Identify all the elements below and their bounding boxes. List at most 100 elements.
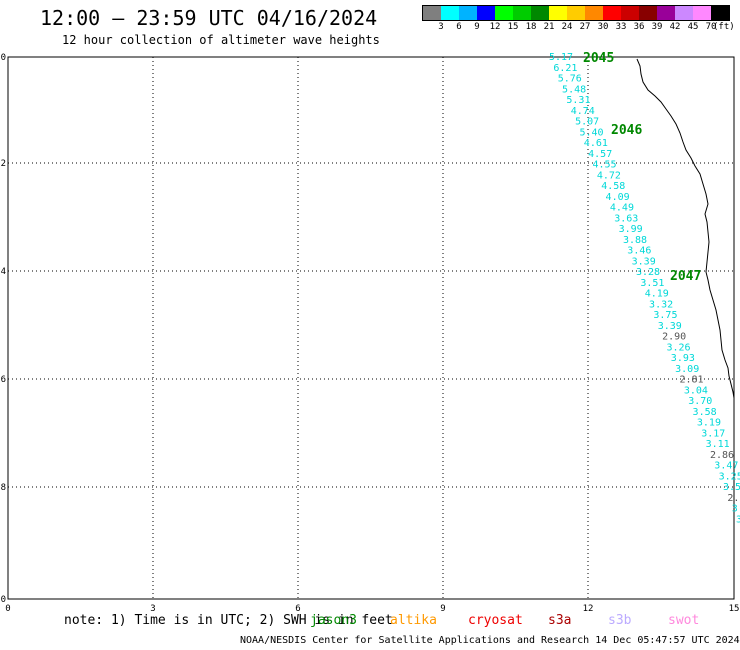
satellite-legend-item: cryosat [468, 613, 523, 628]
swh-observation: 3.99 [619, 224, 643, 235]
legend-swatch [549, 6, 567, 20]
swh-observation: 3.51 [640, 278, 664, 289]
legend-label: 24 [561, 22, 573, 32]
swh-observation: 2.90 [662, 332, 686, 343]
legend-swatch [603, 6, 621, 20]
swh-observation: 3 [736, 514, 740, 525]
legend-swatch [567, 6, 585, 20]
swh-observation: 3.46 [627, 246, 651, 257]
legend-swatch [711, 6, 729, 20]
map-frame [7, 56, 735, 600]
swh-observation: 3.88 [623, 235, 647, 246]
legend-label: 6 [456, 22, 462, 32]
swh-observation: 3.70 [688, 396, 712, 407]
legend-swatch [639, 6, 657, 20]
swh-observation: 4.58 [601, 181, 625, 192]
legend-label: 27 [579, 22, 591, 32]
legend-swatch [585, 6, 603, 20]
legend-swatch [477, 6, 495, 20]
y-axis-label: -20 [0, 53, 6, 63]
swh-observation: 5.07 [575, 117, 599, 128]
swh-observation: 5.40 [579, 127, 603, 138]
swh-observation: 3.75 [653, 310, 677, 321]
swh-observation: 3.39 [632, 256, 656, 267]
legend-swatch [693, 6, 711, 20]
swh-observation: 3 [732, 504, 738, 515]
swh-observation: 5.31 [566, 95, 590, 106]
swh-observation: 4.55 [593, 160, 617, 171]
legend-swatch [459, 6, 477, 20]
swh-observation: 5.48 [562, 84, 586, 95]
legend-label: 33 [615, 22, 627, 32]
swh-observation: 4.72 [597, 170, 621, 181]
note-text: note: 1) Time is in UTC; 2) SWH is in fe… [64, 613, 393, 628]
swh-observation: 2.9 [727, 493, 740, 504]
legend-label: 45 [687, 22, 699, 32]
legend-label: 30 [597, 22, 609, 32]
swh-observation: 5.17 [549, 52, 573, 63]
chart-title: 12:00 – 23:59 UTC 04/16/2024 [40, 6, 378, 30]
satellite-legend: jason3 altika cryosat s3a s3b swot [0, 613, 740, 629]
swh-observation: 3.09 [675, 364, 699, 375]
swh-observation: 3.26 [666, 342, 690, 353]
legend-swatch [441, 6, 459, 20]
legend-label: 39 [651, 22, 663, 32]
swh-observation: 2.86 [710, 450, 734, 461]
legend-swatch [621, 6, 639, 20]
swh-observation: 4.49 [610, 203, 634, 214]
legend-label: 15 [507, 22, 519, 32]
color-scale-unit: (ft) [713, 22, 735, 32]
swh-observation: 6.21 [553, 63, 577, 74]
legend-label: 42 [669, 22, 681, 32]
chart-subtitle: 12 hour collection of altimeter wave hei… [62, 33, 380, 47]
swh-observation: 3.32 [649, 299, 673, 310]
x-axis-label: 6 [295, 604, 300, 614]
legend-label: 21 [543, 22, 555, 32]
swh-observation: 4.19 [645, 289, 669, 300]
legend-swatch [657, 6, 675, 20]
swh-observation: 2.81 [680, 375, 704, 386]
legend-swatch [495, 6, 513, 20]
swh-observation: 3.58 [693, 407, 717, 418]
track-label: 2045 [583, 51, 614, 66]
legend-label: 70 [705, 22, 717, 32]
swh-observation: 3.11 [706, 439, 730, 450]
swh-observation: 5.76 [558, 74, 582, 85]
swh-observation: 3.63 [614, 213, 638, 224]
y-axis-label: -28 [0, 483, 6, 493]
footer-credit: NOAA/NESDIS Center for Satellite Applica… [240, 635, 740, 646]
legend-label: 9 [474, 22, 480, 32]
legend-label: 12 [489, 22, 501, 32]
legend-label: 36 [633, 22, 645, 32]
swh-observation: 4.09 [606, 192, 630, 203]
satellite-legend-item: jason3 [310, 613, 357, 628]
legend-swatch [675, 6, 693, 20]
x-axis-label: 3 [150, 604, 155, 614]
swh-observation: 4.61 [584, 138, 608, 149]
swh-observation: 3.5 [723, 482, 740, 493]
color-scale-labels: 3 6 9 12 15 18 21 24 27 30 33 36 39 42 45 70 [422, 22, 740, 34]
legend-label: 3 [438, 22, 444, 32]
legend-swatch [531, 6, 549, 20]
coastline [636, 58, 735, 399]
satellite-legend-item: altika [390, 613, 437, 628]
swh-observation: 3.39 [658, 321, 682, 332]
satellite-legend-item: s3b [608, 613, 632, 628]
swh-observation: 3.17 [701, 428, 725, 439]
swh-observation: 4.57 [588, 149, 612, 160]
legend-label: 18 [525, 22, 537, 32]
track-label: 2047 [670, 269, 701, 284]
color-scale-legend [422, 5, 730, 21]
track-label: 2046 [611, 123, 642, 138]
swh-observation: 4.74 [571, 106, 595, 117]
legend-swatch [513, 6, 531, 20]
y-axis-label: -26 [0, 375, 6, 385]
y-axis-label: -24 [0, 267, 6, 277]
x-axis-label: 15 [729, 604, 740, 614]
y-axis-label: -22 [0, 159, 6, 169]
satellite-legend-item: swot [668, 613, 700, 628]
swh-observation: 3.19 [697, 418, 721, 429]
y-axis-label: -30 [0, 595, 6, 605]
swh-observation: 3.93 [671, 353, 695, 364]
swh-observation: 3.47 [714, 461, 738, 472]
